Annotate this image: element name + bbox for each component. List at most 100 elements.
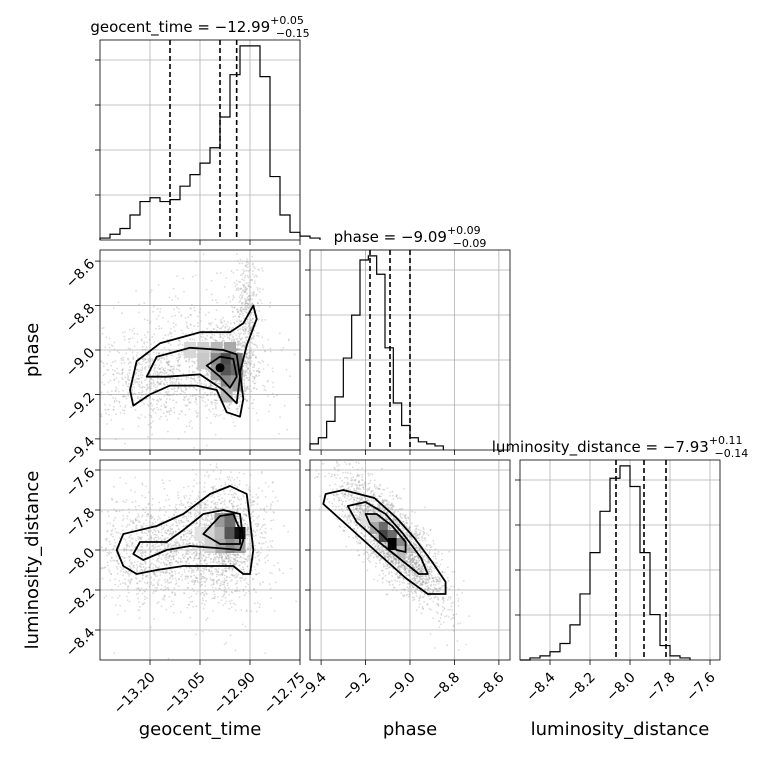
sample-point xyxy=(191,427,194,429)
sample-point xyxy=(252,314,255,316)
sample-point xyxy=(185,517,188,520)
sample-point xyxy=(289,375,291,378)
sample-point xyxy=(253,366,256,368)
sample-point xyxy=(171,377,174,380)
sample-point xyxy=(129,559,131,561)
sample-point xyxy=(241,273,244,276)
sample-point xyxy=(205,522,208,525)
sample-point xyxy=(282,346,285,349)
sample-point xyxy=(156,566,159,569)
sample-point xyxy=(193,479,196,482)
sample-point xyxy=(256,302,259,304)
sample-point xyxy=(197,315,200,318)
sample-point xyxy=(257,335,260,337)
sample-point xyxy=(224,327,227,329)
sample-point xyxy=(134,381,136,384)
sample-point xyxy=(223,590,226,593)
sample-point xyxy=(236,348,239,351)
sample-point xyxy=(158,578,161,581)
sample-point xyxy=(127,375,130,378)
sample-point xyxy=(171,370,174,373)
sample-point xyxy=(232,421,235,424)
sample-point xyxy=(194,500,196,503)
sample-point xyxy=(245,399,248,402)
sample-point xyxy=(253,363,256,365)
sample-point xyxy=(207,556,210,558)
sample-point xyxy=(248,297,251,300)
sample-point xyxy=(172,544,175,547)
sample-point xyxy=(216,582,219,585)
sample-point xyxy=(114,397,117,400)
sample-point xyxy=(240,609,243,611)
sample-point xyxy=(253,369,255,372)
sample-point xyxy=(244,362,247,365)
sample-point xyxy=(154,386,157,389)
sample-point xyxy=(141,391,143,394)
sample-point xyxy=(156,602,159,605)
sample-point xyxy=(147,366,150,369)
sample-point xyxy=(242,289,244,292)
sample-point xyxy=(146,383,148,386)
sample-point xyxy=(254,343,257,346)
sample-point xyxy=(195,509,198,512)
sample-point xyxy=(116,573,119,575)
sample-point xyxy=(215,561,218,564)
sample-point xyxy=(163,404,166,406)
sample-point xyxy=(181,344,184,346)
sample-point xyxy=(205,619,208,621)
sample-point xyxy=(160,588,163,591)
sample-point xyxy=(157,315,160,317)
sample-point xyxy=(196,322,199,324)
sample-point xyxy=(154,586,157,589)
sample-point xyxy=(229,634,232,637)
sample-point xyxy=(250,390,253,393)
sample-point xyxy=(267,395,269,398)
sample-point xyxy=(112,396,115,399)
sample-point xyxy=(165,608,168,611)
sample-point xyxy=(232,507,235,510)
sample-point xyxy=(148,386,151,388)
sample-point xyxy=(191,490,194,493)
sample-point xyxy=(245,377,248,379)
sample-point xyxy=(176,394,178,396)
sample-point xyxy=(164,585,167,588)
sample-point xyxy=(206,471,209,473)
sample-point xyxy=(226,321,229,323)
sample-point xyxy=(138,609,141,612)
sample-point xyxy=(122,500,125,503)
sample-point xyxy=(109,522,111,525)
sample-point xyxy=(256,370,259,372)
sample-point xyxy=(128,523,131,526)
sample-point xyxy=(134,409,137,411)
sample-point xyxy=(239,307,242,309)
sample-point xyxy=(252,350,255,353)
sample-point xyxy=(261,542,263,545)
sample-point xyxy=(215,587,217,590)
sample-point xyxy=(185,376,188,379)
sample-point xyxy=(158,556,161,558)
sample-point xyxy=(249,547,252,550)
sample-point xyxy=(214,399,217,402)
sample-point xyxy=(236,486,239,489)
sample-point xyxy=(161,534,163,537)
sample-point xyxy=(256,503,259,506)
sample-point xyxy=(245,353,248,355)
sample-point xyxy=(218,587,221,589)
sample-point xyxy=(178,413,181,415)
sample-point xyxy=(201,516,204,519)
sample-point xyxy=(161,598,164,600)
sample-point xyxy=(221,497,224,499)
sample-point xyxy=(171,394,174,397)
sample-point xyxy=(198,481,201,484)
sample-point xyxy=(226,476,229,478)
sample-point xyxy=(248,486,251,488)
sample-point xyxy=(147,365,150,367)
sample-point xyxy=(152,592,155,595)
sample-point xyxy=(177,344,180,347)
sample-point xyxy=(185,425,188,428)
sample-point xyxy=(238,315,241,318)
sample-point xyxy=(111,596,113,599)
sample-point xyxy=(138,384,141,387)
sample-point xyxy=(247,332,250,335)
sample-point xyxy=(182,277,185,280)
